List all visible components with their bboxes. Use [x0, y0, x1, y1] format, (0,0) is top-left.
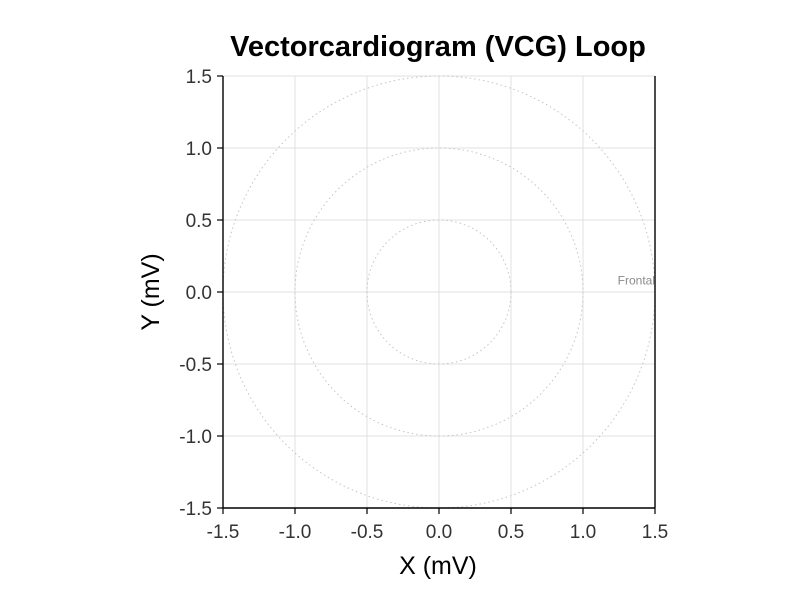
x-tick-label: 0.0 — [426, 522, 452, 543]
x-tick-label: 0.5 — [498, 522, 524, 543]
y-tick-label: -1.0 — [179, 427, 212, 448]
reference-circle — [366, 219, 512, 365]
x-axis-title: X (mV) — [399, 552, 477, 580]
y-tick-label: -1.5 — [179, 499, 212, 520]
chart-title: Vectorcardiogram (VCG) Loop — [230, 31, 646, 63]
y-tick-label: 1.5 — [186, 67, 212, 88]
x-tick-label: -1.5 — [207, 522, 240, 543]
y-axis-title: Y (mV) — [137, 253, 165, 330]
y-tick-label: 0.0 — [186, 283, 212, 304]
annotation-layer: Frontal — [618, 273, 655, 287]
annotation-frontal: Frontal — [618, 273, 655, 287]
x-tick-label: 1.5 — [642, 522, 668, 543]
x-tick-label: 1.0 — [570, 522, 596, 543]
x-tick-label: -1.0 — [279, 522, 312, 543]
y-tick-label: 0.5 — [186, 211, 212, 232]
reference-circle — [294, 147, 584, 437]
y-tick-label: -0.5 — [179, 355, 212, 376]
tick-layer: -1.5 -1.0 -0.5 0.0 0.5 1.0 1.5 -1.5 -1.0 -0.5 0.0 0… — [179, 67, 668, 543]
y-tick-label: 1.0 — [186, 139, 212, 160]
x-tick-label: -0.5 — [351, 522, 384, 543]
